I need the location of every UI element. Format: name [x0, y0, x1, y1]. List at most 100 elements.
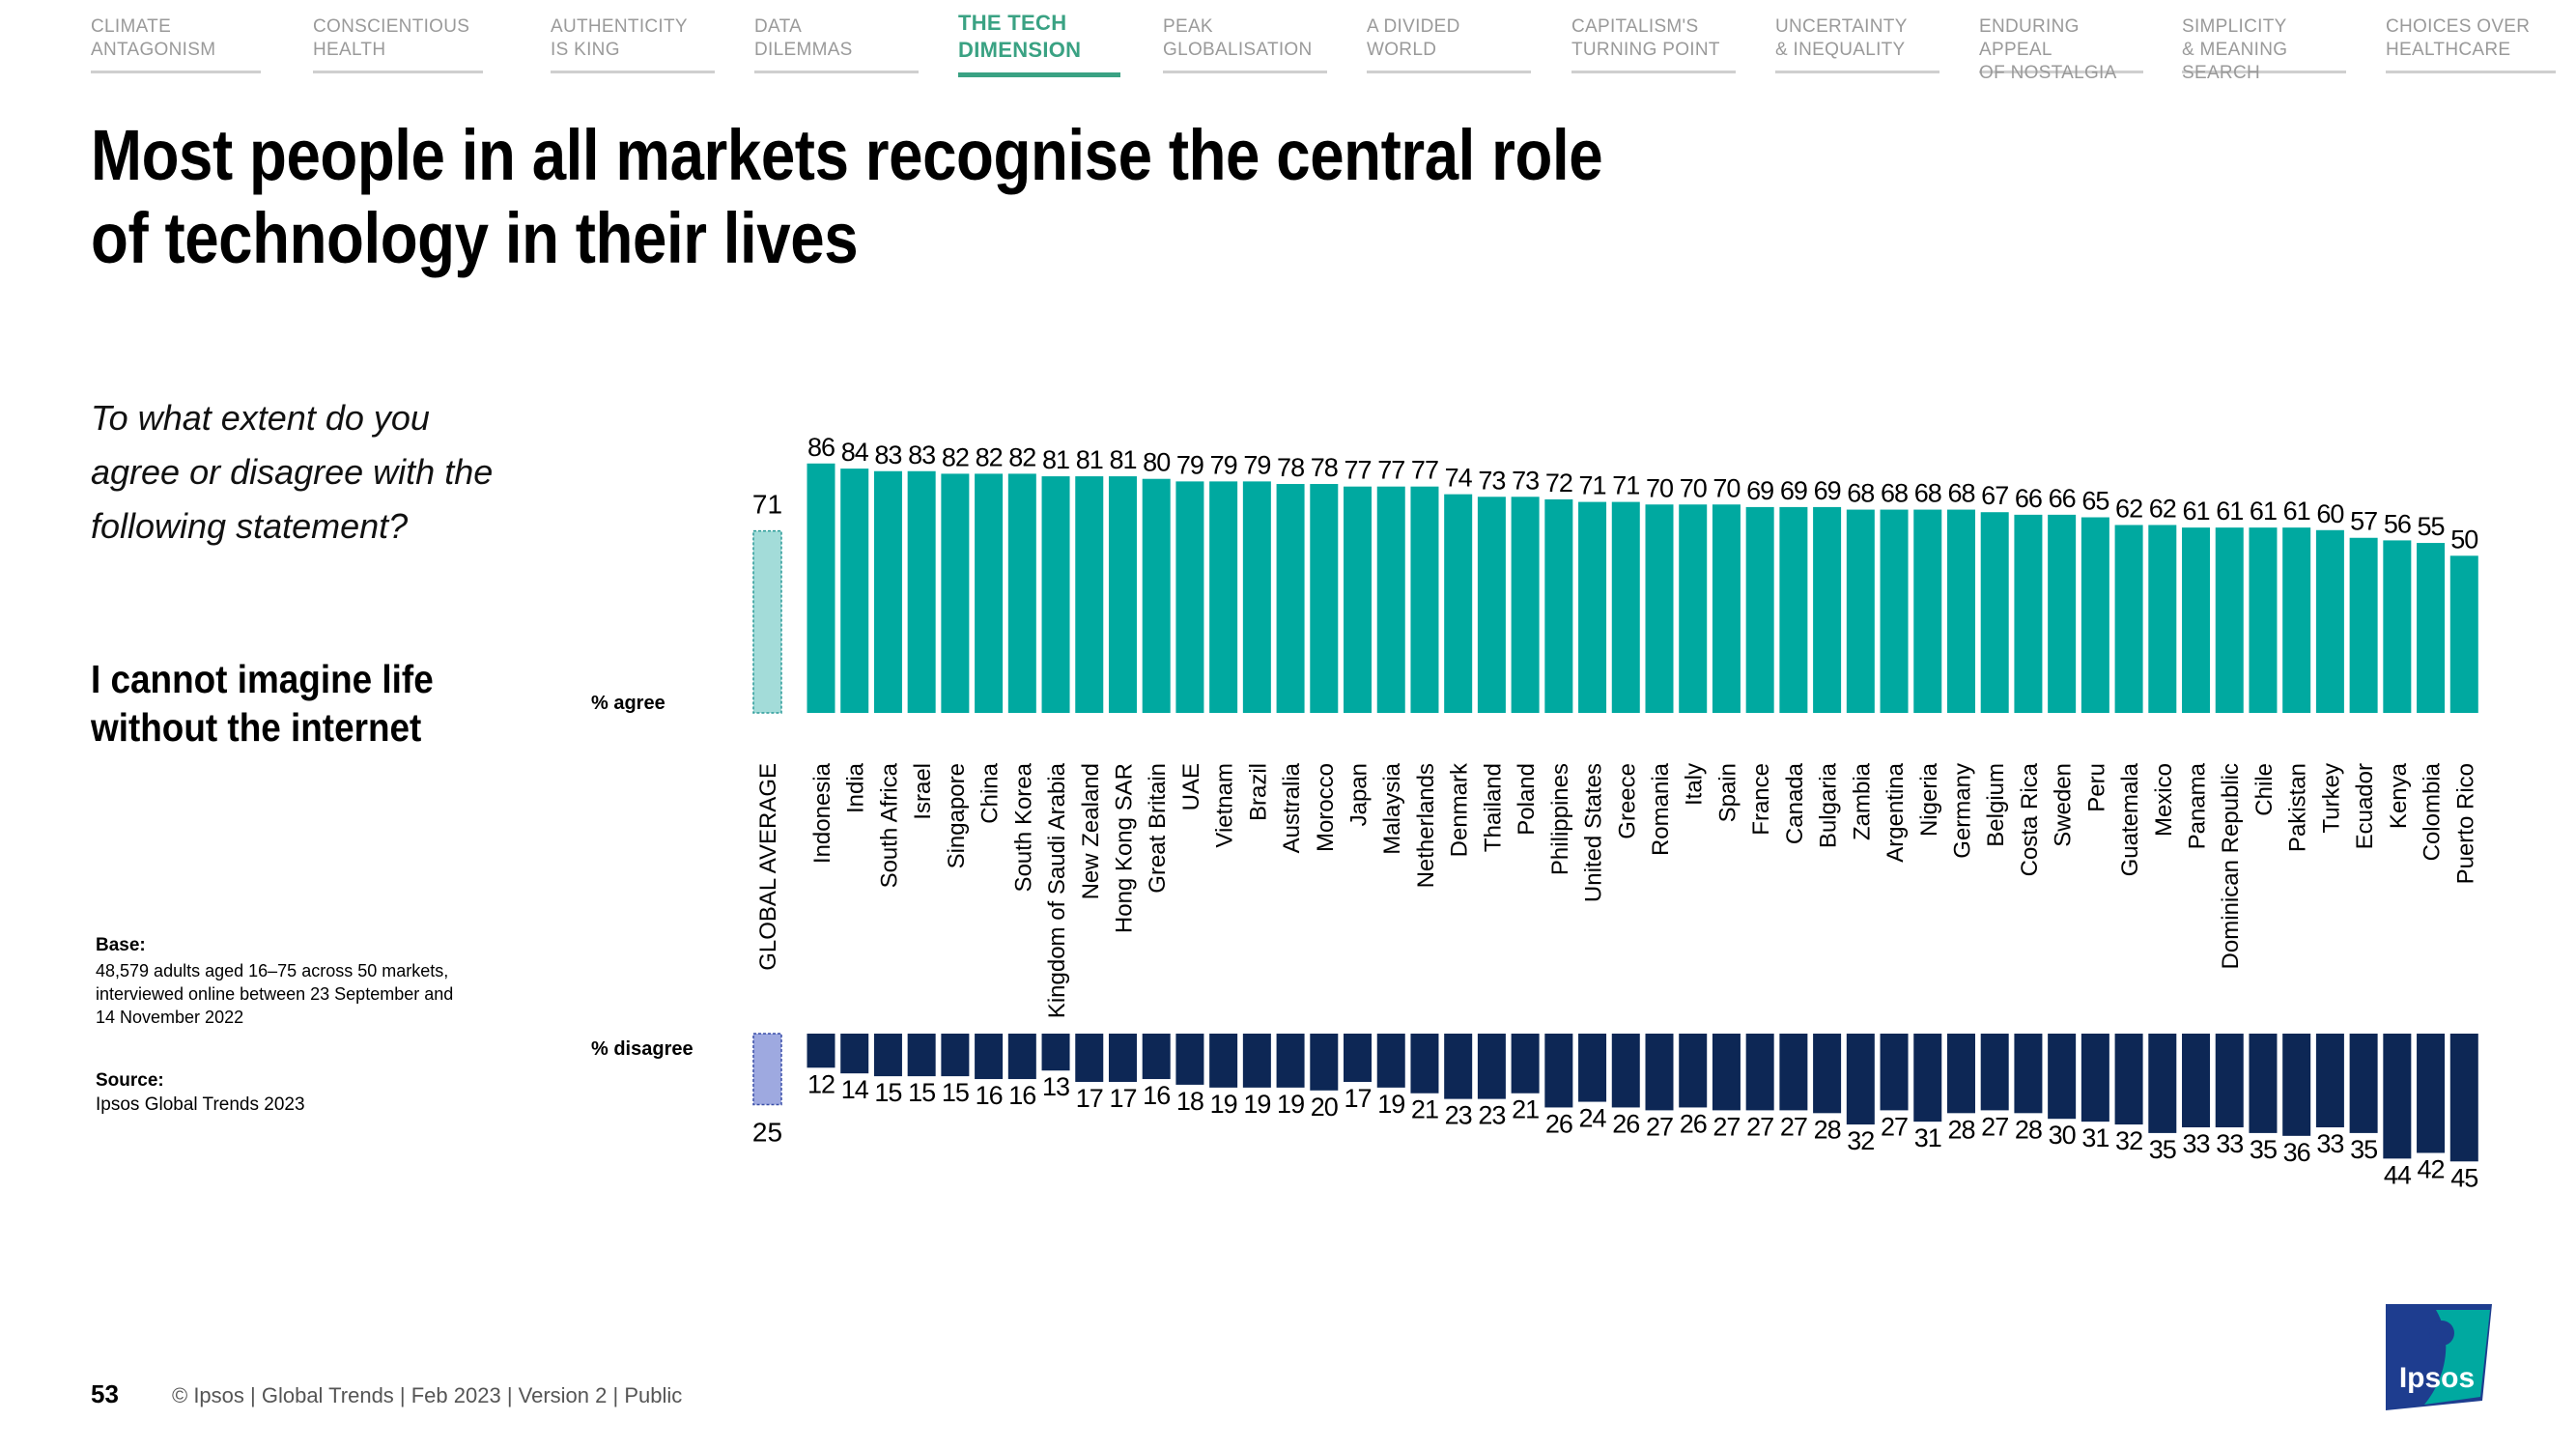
disagree-bar-35 [1980, 1034, 2009, 1111]
disagree-bar-32 [1880, 1034, 1909, 1111]
disagree-value-46: 35 [2350, 1135, 2377, 1164]
nav-tab--inequality[interactable]: UNCERTAINTY & INEQUALITY [1775, 15, 1939, 73]
disagree-value-35: 27 [1981, 1112, 2008, 1141]
agree-bar-31 [1846, 509, 1875, 713]
disagree-value-43: 35 [2250, 1135, 2277, 1164]
agree-bar-24 [1611, 501, 1640, 713]
nav-tab-health[interactable]: CONSCIENTIOUS HEALTH [313, 15, 483, 73]
agree-value-36: 66 [2015, 484, 2042, 513]
agree-bar-1 [840, 469, 869, 713]
category-label-19: Denmark [1447, 762, 1473, 857]
agree-value-23: 71 [1579, 471, 1606, 500]
agree-value-31: 68 [1847, 479, 1874, 508]
disagree-bar-6 [1007, 1034, 1036, 1080]
category-label-24: Greece [1614, 763, 1640, 839]
nav-tab-antagonism[interactable]: CLIMATE ANTAGONISM [91, 15, 261, 73]
category-label-32: Argentina [1882, 762, 1909, 862]
agree-bar-2 [873, 470, 902, 713]
category-label-26: Italy [1682, 763, 1708, 806]
disagree-bar-14 [1276, 1034, 1305, 1088]
disagree-value-13: 19 [1243, 1090, 1270, 1119]
agree-bar-47 [2383, 540, 2412, 713]
agree-value-41: 61 [2182, 497, 2209, 526]
disagree-value-10: 16 [1143, 1081, 1170, 1110]
disagree-bar-1 [840, 1034, 869, 1074]
disagree-bar-47 [2383, 1034, 2412, 1159]
nav-tab-globalisation[interactable]: PEAK GLOBALISATION [1163, 15, 1327, 73]
agree-bar-28 [1745, 506, 1774, 713]
agree-value-6: 82 [1008, 442, 1035, 471]
disagree-bar-33 [1913, 1034, 1942, 1122]
source-text: Ipsos Global Trends 2023 [96, 1094, 305, 1115]
agree-bar-10 [1142, 478, 1171, 713]
disagree-value-14: 19 [1277, 1090, 1304, 1119]
disagree-value-37: 30 [2049, 1121, 2076, 1150]
disagree-value-4: 15 [942, 1078, 969, 1107]
agree-value-18: 77 [1411, 456, 1438, 485]
disagree-value-19: 23 [1445, 1101, 1472, 1130]
agree-value-34: 68 [1947, 479, 1974, 508]
nav-tab-dimension[interactable]: THE TECH DIMENSION [958, 10, 1120, 77]
nav-tab-of-nostalgia[interactable]: ENDURING APPEAL OF NOSTALGIA [1979, 15, 2143, 83]
global-average-label: GLOBAL AVERAGE [755, 763, 781, 971]
disagree-bar-38 [2081, 1034, 2109, 1122]
agree-value-30: 69 [1814, 476, 1841, 505]
agree-bar-29 [1779, 506, 1808, 713]
disagree-bar-23 [1578, 1034, 1607, 1102]
nav-tab-dilemmas[interactable]: DATA DILEMMAS [754, 15, 919, 73]
category-label-4: Singapore [944, 763, 970, 868]
disagree-bar-18 [1410, 1034, 1439, 1094]
agree-value-2: 83 [874, 440, 901, 469]
agree-value-48: 55 [2418, 512, 2445, 541]
nav-tab--meaning-search[interactable]: SIMPLICITY & MEANING SEARCH [2182, 15, 2346, 83]
logo-text: Ipsos [2399, 1362, 2475, 1394]
disagree-value-41: 33 [2182, 1129, 2209, 1158]
global-average-agree-bar [752, 529, 782, 714]
category-label-3: Israel [910, 763, 936, 820]
category-label-41: Panama [2185, 762, 2211, 849]
category-label-9: Hong Kong SAR [1111, 763, 1137, 933]
survey-statement: I cannot imagine life without the intern… [91, 657, 434, 750]
disagree-value-7: 13 [1042, 1072, 1069, 1101]
disagree-bar-37 [2048, 1034, 2077, 1120]
category-label-35: Belgium [1983, 763, 2009, 847]
agree-value-8: 81 [1076, 445, 1103, 474]
agree-bar-41 [2182, 527, 2211, 713]
agree-bar-44 [2282, 527, 2311, 713]
disagree-value-3: 15 [908, 1078, 935, 1107]
agree-bar-19 [1444, 494, 1473, 713]
category-label-12: Vietnam [1212, 763, 1238, 848]
agree-bar-26 [1679, 504, 1708, 713]
nav-tab-is-king[interactable]: AUTHENTICITY IS KING [551, 15, 715, 73]
disagree-value-34: 28 [1947, 1115, 1974, 1144]
agree-bar-18 [1410, 486, 1439, 713]
disagree-value-39: 32 [2115, 1126, 2142, 1155]
disagree-bar-29 [1779, 1034, 1808, 1111]
agree-value-32: 68 [1881, 479, 1908, 508]
agree-axis-label: % agree [591, 693, 665, 714]
nav-tab-turning-point[interactable]: CAPITALISM'S TURNING POINT [1571, 15, 1736, 73]
disagree-value-5: 16 [976, 1081, 1003, 1110]
disagree-bar-11 [1175, 1034, 1204, 1085]
nav-tab-healthcare[interactable]: CHOICES OVER HEALTHCARE [2386, 15, 2556, 73]
disagree-value-29: 27 [1780, 1112, 1807, 1141]
disagree-value-48: 42 [2418, 1154, 2445, 1183]
agree-bar-25 [1645, 504, 1674, 713]
disagree-value-6: 16 [1008, 1081, 1035, 1110]
agree-bar-30 [1813, 506, 1842, 713]
agree-bar-45 [2315, 529, 2344, 713]
agree-value-9: 81 [1109, 445, 1136, 474]
disagree-value-20: 23 [1478, 1101, 1505, 1130]
agree-value-27: 70 [1713, 473, 1740, 502]
disagree-bar-15 [1310, 1034, 1339, 1091]
agree-value-4: 82 [942, 442, 969, 471]
agree-bar-46 [2349, 537, 2378, 713]
base-text: 48,579 adults aged 16–75 across 50 marke… [96, 961, 454, 1027]
agree-value-10: 80 [1143, 448, 1170, 477]
disagree-bar-45 [2315, 1034, 2344, 1128]
disagree-value-28: 27 [1746, 1112, 1773, 1141]
agree-value-5: 82 [976, 442, 1003, 471]
disagree-value-27: 27 [1713, 1112, 1740, 1141]
nav-tab-world[interactable]: A DIVIDED WORLD [1367, 15, 1531, 73]
disagree-value-38: 31 [2081, 1123, 2109, 1152]
